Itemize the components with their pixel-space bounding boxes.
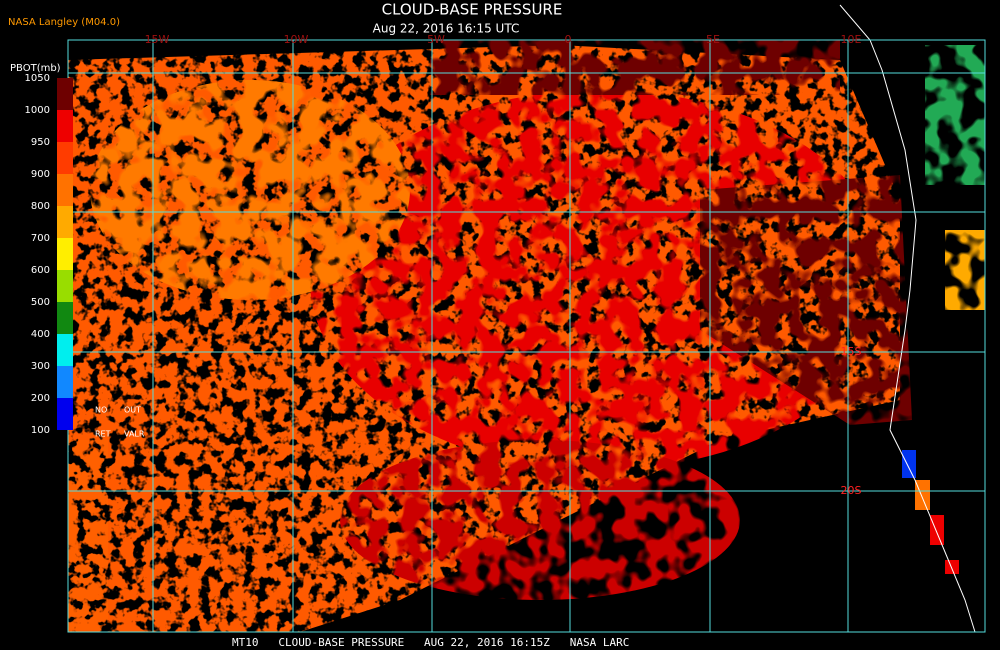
pixel [902,450,916,478]
cloud-region [340,440,740,600]
legend-swatch [57,398,73,430]
legend-note: OUT [124,406,141,415]
coastline [839,4,976,633]
legend-label: 700 [31,233,50,244]
legend-label: 600 [31,265,50,276]
legend-label: 900 [31,169,50,180]
legend-swatch [57,270,73,302]
lat-label: 20S [841,484,862,497]
legend-note: VALR [124,430,145,439]
pixel [945,560,959,574]
pixel [930,515,944,545]
graticule [67,39,986,633]
pixel [915,480,930,510]
source-label: NASA Langley (M04.0) [8,17,120,28]
title: CLOUD-BASE PRESSURE [382,1,563,19]
legend-swatch [57,238,73,270]
legend-label: 300 [31,361,50,372]
legend-note: NO [95,406,107,415]
legend-label: 1000 [25,105,50,116]
legend: 1050 1000 950 900 800 700 600 500 400 300 200 100 [25,73,73,436]
lon-label: 0 [565,33,572,46]
lat-label: 15S [841,345,862,358]
legend-label: 950 [31,137,50,148]
land-clouds [945,230,985,310]
footer: MT10 CLOUD-BASE PRESSURE AUG 22, 2016 16… [232,636,629,649]
lon-label: 10E [841,33,862,46]
legend-swatch [57,334,73,366]
legend-title: PBOT(mb) [10,63,61,74]
legend-label: 400 [31,329,50,340]
legend-label: 200 [31,393,50,404]
legend-note: RET [95,430,111,439]
legend-label: 1050 [25,73,50,84]
cloud-region [68,440,108,630]
lon-label: 15W [145,33,170,46]
legend-swatch [57,142,73,174]
timestamp: Aug 22, 2016 16:15 UTC [373,22,520,36]
cloud-region [700,175,912,425]
legend-swatch [57,174,73,206]
land-clouds [925,45,985,185]
legend-swatch [57,78,73,110]
cloud-region [90,80,410,300]
legend-label: 100 [31,425,50,436]
lon-label: 5W [427,33,445,46]
cloud-region [430,40,840,95]
legend-label: 800 [31,201,50,212]
cloud-field [68,4,985,633]
legend-swatch [57,110,73,142]
legend-label: 500 [31,297,50,308]
legend-swatch [57,206,73,238]
lon-label: 10W [284,33,309,46]
legend-swatch [57,366,73,398]
legend-swatch [57,302,73,334]
cloud-region [310,90,890,470]
lon-label: 5E [706,33,720,46]
